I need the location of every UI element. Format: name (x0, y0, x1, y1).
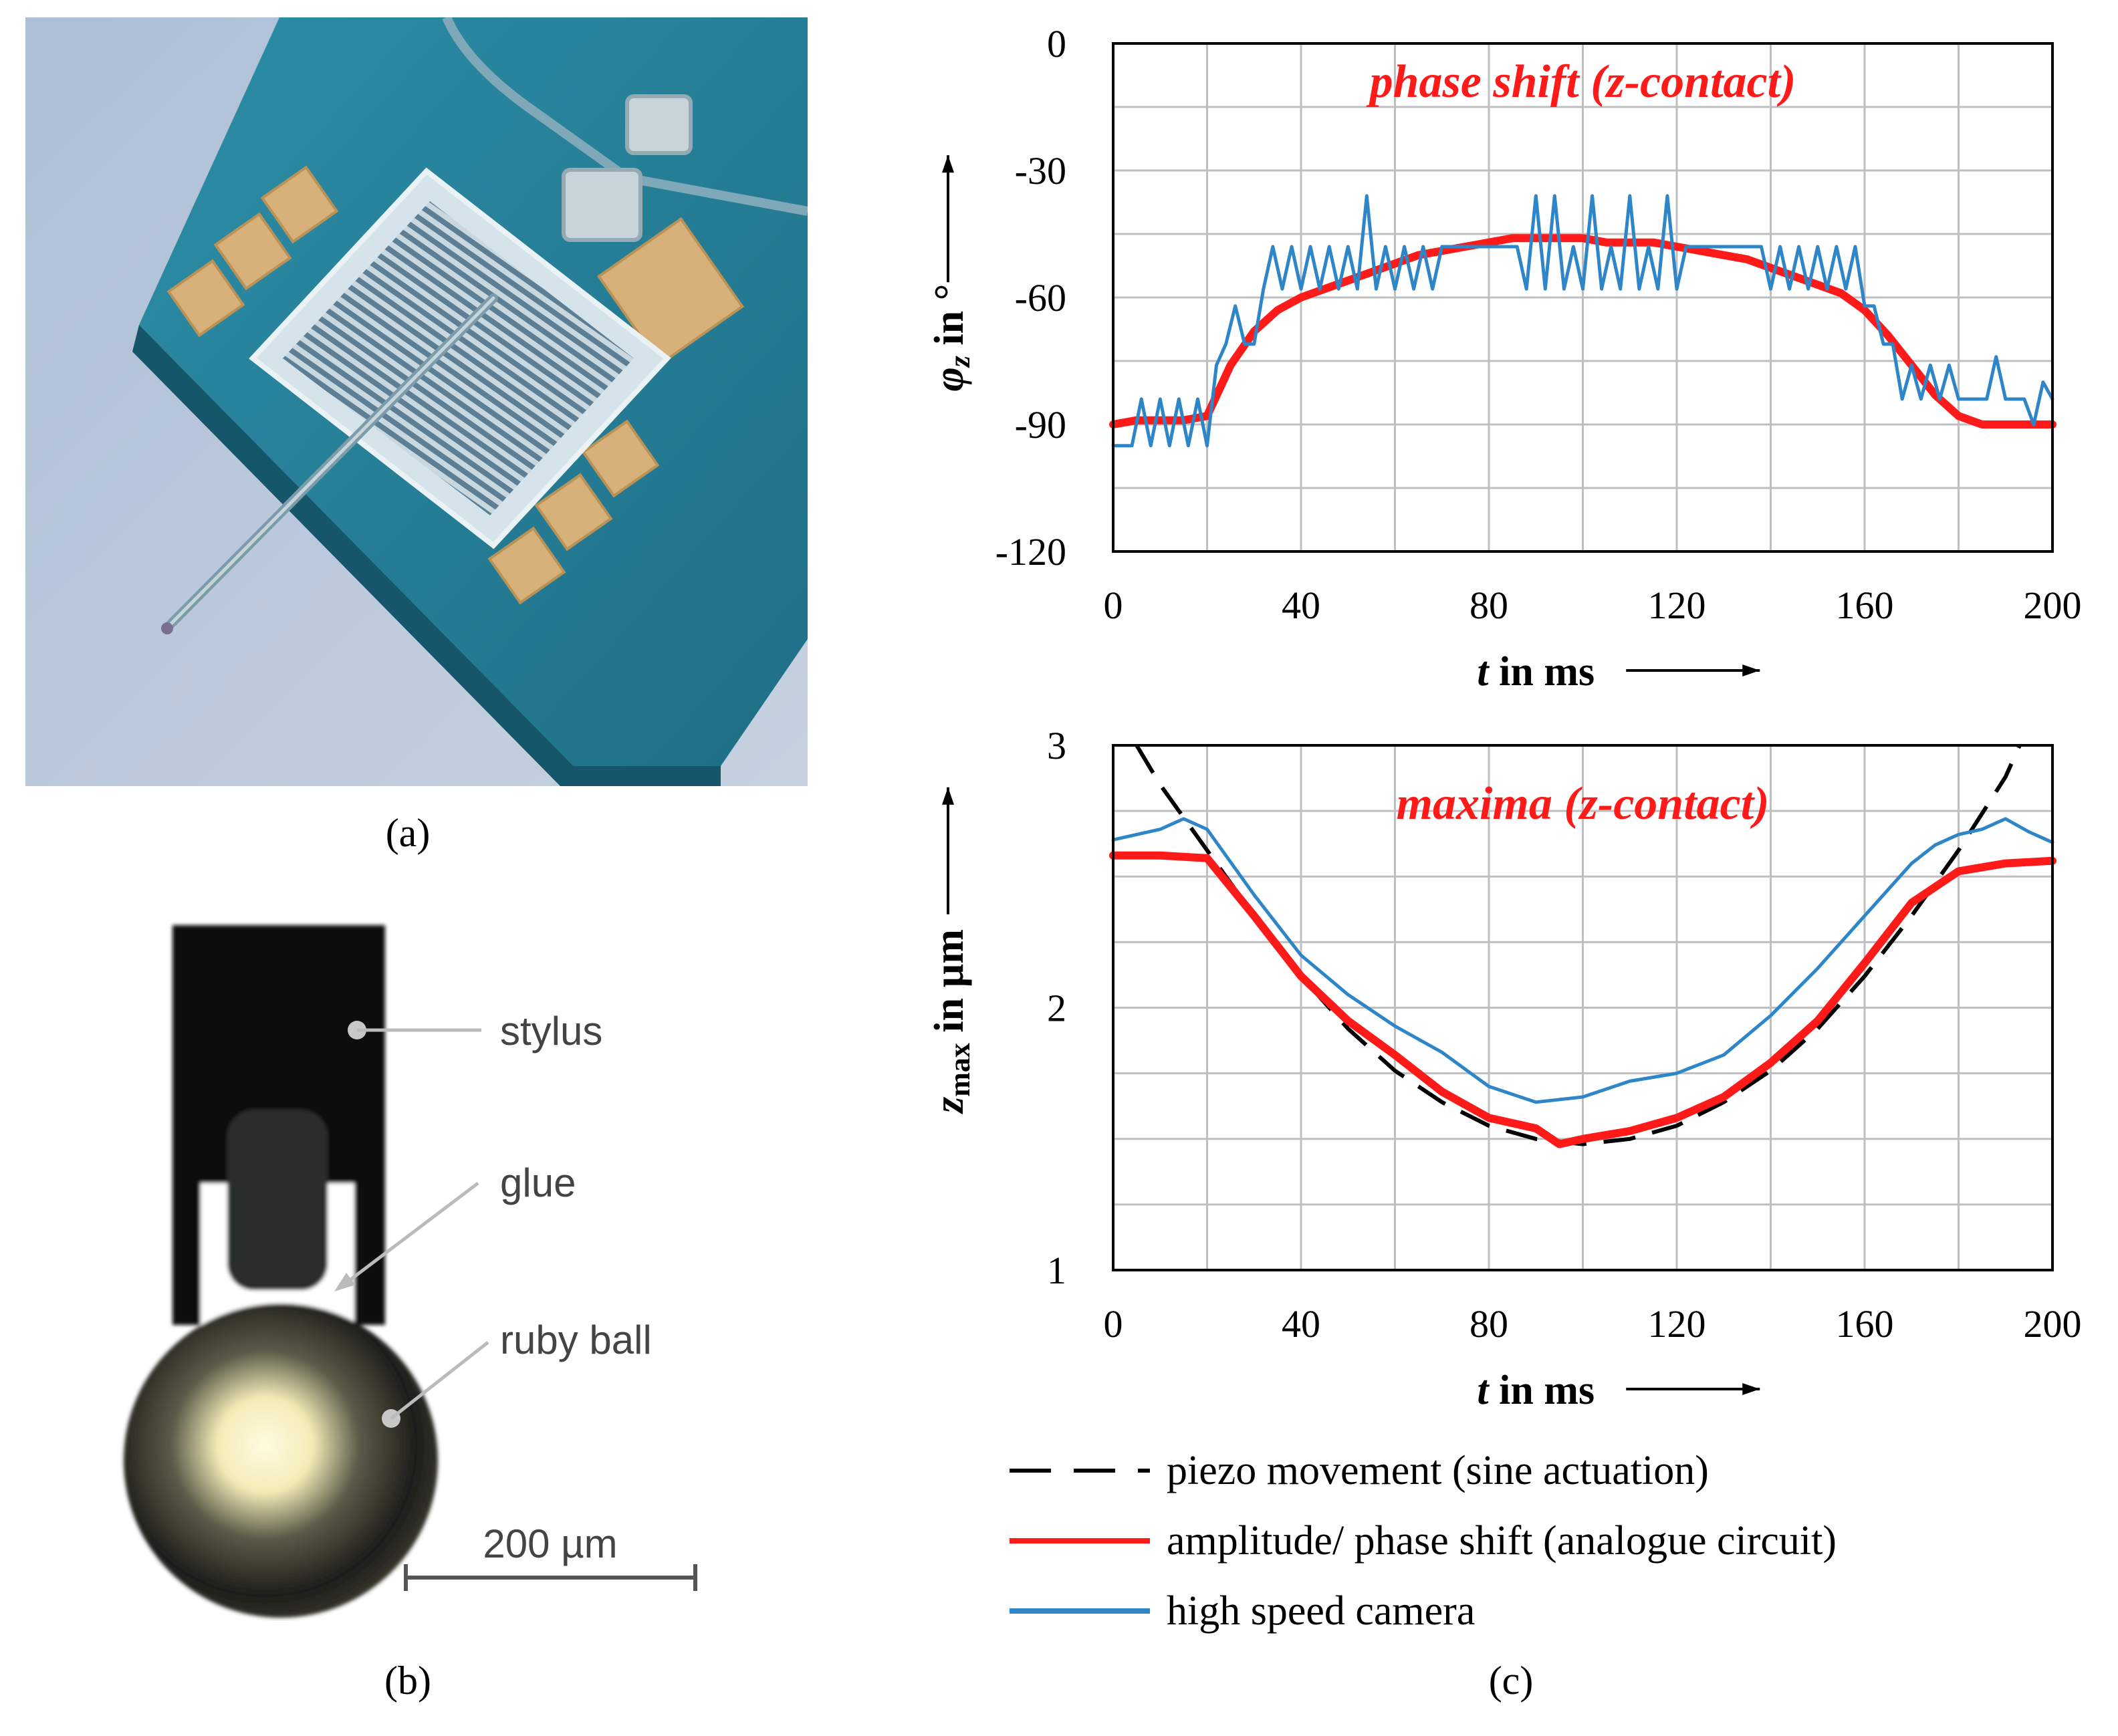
y-tick-label: -90 (1015, 403, 1066, 447)
chart1-y-axis-rest: in ° (927, 284, 972, 356)
x-tick-label: 0 (1104, 584, 1123, 627)
chart1-y-axis-var: φ (927, 367, 972, 391)
chart2-x-axis-var: t (1477, 1368, 1490, 1413)
panel-label-a: (a) (385, 811, 431, 855)
panel-label-b: (b) (384, 1658, 431, 1703)
y-tick-label: -120 (995, 530, 1066, 574)
ruby-ball-label: ruby ball (500, 1318, 652, 1362)
chart1-y-axis-sub: z (943, 356, 976, 368)
chart1-y-arrow (942, 155, 954, 283)
panel-label-c: (c) (1488, 1658, 1534, 1703)
x-tick-label: 120 (1648, 1302, 1706, 1346)
glue-label: glue (500, 1160, 576, 1205)
series-line (1109, 234, 2056, 428)
legend-label: high speed camera (1167, 1588, 1475, 1634)
x-tick-label: 80 (1469, 584, 1508, 627)
chart1-x-axis-rest: in ms (1489, 649, 1595, 695)
chart2-y-axis-label: zmax in µm (927, 929, 976, 1114)
series-line (1109, 851, 2056, 1148)
chart2-x-axis-label: t in ms (1477, 1368, 1595, 1413)
maxima-chart: 0 40 80 120 160 200 3 2 1 maxima (z-contact) t … (927, 724, 2082, 1413)
x-tick-label: 40 (1282, 584, 1320, 627)
sensor-photo (25, 17, 808, 786)
legend-label: amplitude/ phase shift (analogue circuit… (1167, 1518, 1837, 1564)
legend: piezo movement (sine actuation) amplitude… (1010, 1448, 1837, 1634)
chart2-x-axis-rest: in ms (1489, 1368, 1595, 1413)
chart2-y-axis-rest: in µm (927, 929, 972, 1043)
x-tick-label: 160 (1836, 584, 1894, 627)
chart1-y-arrow-head (942, 155, 954, 173)
chart2-x-arrow-head (1742, 1383, 1760, 1395)
series-line (1111, 817, 2054, 1104)
x-tick-label: 200 (2024, 584, 2082, 627)
stylus-label: stylus (500, 1009, 602, 1053)
chart1-x-arrow-head (1742, 664, 1760, 676)
phase-shift-chart: 0 40 80 120 160 200 0 -30 -60 -90 -120 phase shif… (927, 22, 2082, 695)
legend-label: piezo movement (sine actuation) (1167, 1448, 1709, 1493)
series-line (1135, 744, 2022, 1146)
chart2-y-axis-var: z (927, 1097, 972, 1114)
stylus-micrograph: stylus glue ruby ball 200 µm (124, 925, 697, 1618)
y-tick-label: 2 (1047, 987, 1066, 1030)
y-tick-label: -60 (1015, 276, 1066, 320)
chart1-frame (1112, 42, 2054, 553)
chart2-y-axis-sub: max (943, 1043, 976, 1097)
y-tick-label: 1 (1047, 1249, 1066, 1292)
chart2-title: maxima (z-contact) (1397, 778, 1770, 830)
scale-label: 200 µm (483, 1521, 617, 1566)
chart2-y-arrow (942, 787, 954, 914)
x-tick-label: 40 (1282, 1302, 1320, 1346)
chart2-x-arrow (1626, 1383, 1760, 1395)
chart1-x-arrow (1626, 664, 1760, 676)
x-tick-label: 0 (1104, 1302, 1123, 1346)
chart1-title: phase shift (z-contact) (1367, 56, 1796, 108)
chart2-y-arrow-head (942, 787, 954, 805)
x-tick-label: 160 (1836, 1302, 1894, 1346)
chart1-x-axis-var: t (1477, 649, 1490, 695)
chart1-x-axis-label: t in ms (1477, 649, 1595, 695)
series-line (1111, 194, 2054, 448)
x-tick-label: 120 (1648, 584, 1706, 627)
x-tick-label: 200 (2024, 1302, 2082, 1346)
chart2-frame (1112, 744, 2054, 1271)
x-tick-label: 80 (1469, 1302, 1508, 1346)
y-tick-label: 0 (1047, 22, 1066, 66)
y-tick-label: -30 (1015, 149, 1066, 193)
y-tick-label: 3 (1047, 724, 1066, 767)
chart1-y-axis-label: φz in ° (927, 284, 976, 392)
